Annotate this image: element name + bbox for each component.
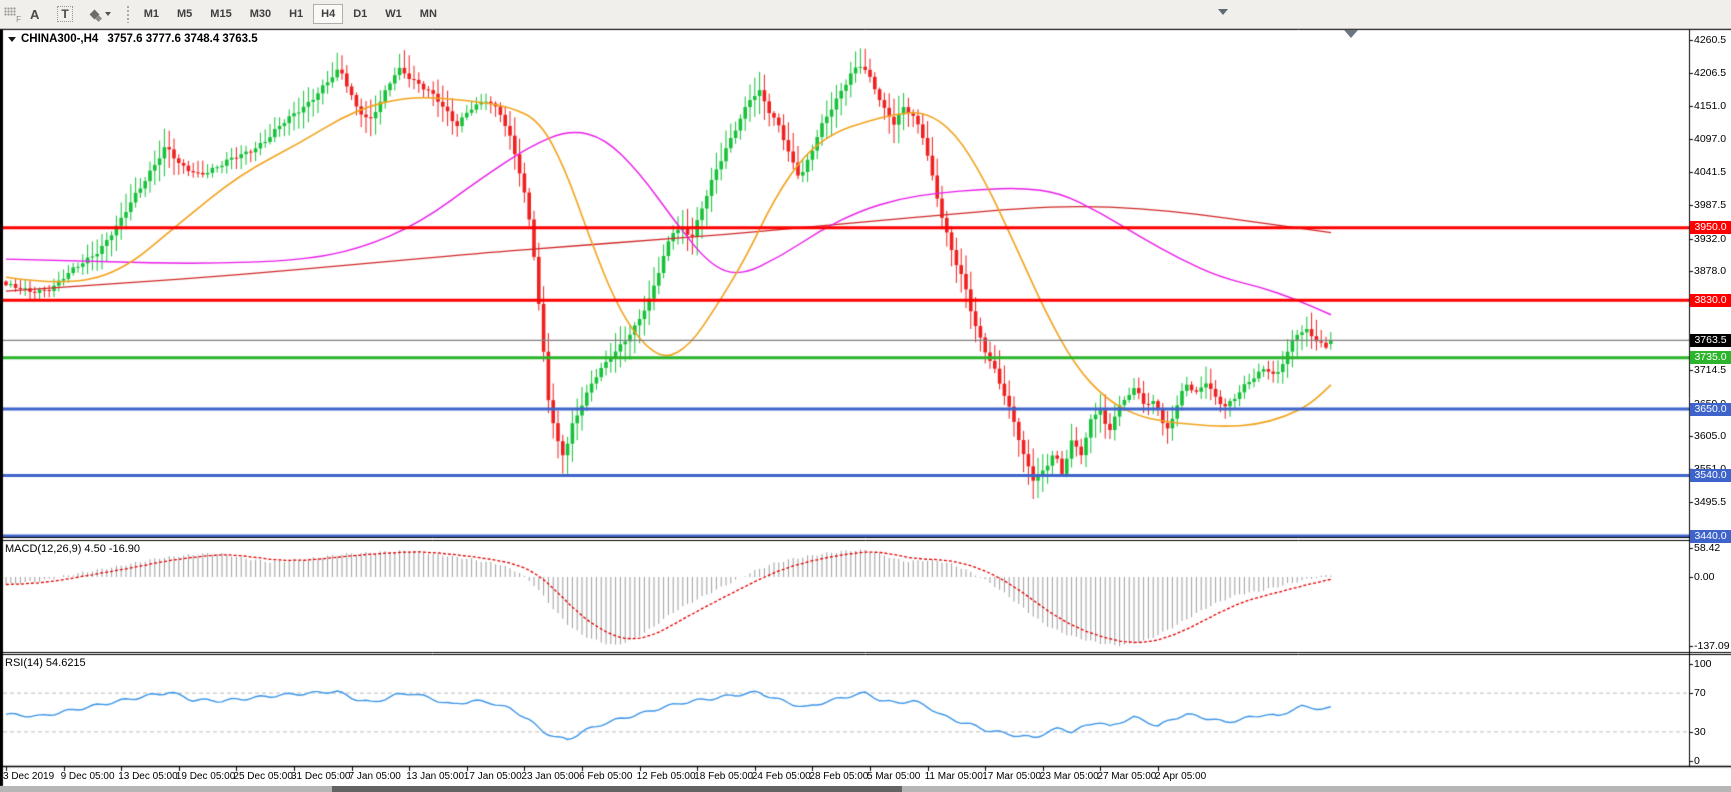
rsi-value: 54.6215 <box>45 657 86 669</box>
horizontal-scrollbar[interactable] <box>0 786 1731 792</box>
time-axis-label: 6 Feb 05:00 <box>579 771 633 782</box>
time-axis-label: 25 Dec 05:00 <box>233 771 293 782</box>
price-level-badge: 3830.0 <box>1690 293 1731 307</box>
timeframe-button-w1[interactable]: W1 <box>377 4 410 24</box>
price-level-badge: 3440.0 <box>1690 529 1731 543</box>
timeframe-button-m30[interactable]: M30 <box>242 4 279 24</box>
price-axis-tick-label: 4041.5 <box>1694 166 1727 179</box>
price-level-badge: 3540.0 <box>1690 469 1731 483</box>
time-axis-label: 24 Feb 05:00 <box>751 771 811 782</box>
macd-value: 4.50 <box>84 543 106 555</box>
price-axis-tick-label: 4151.0 <box>1694 100 1727 113</box>
price-axis-tick-label: 3932.0 <box>1694 232 1727 245</box>
grip-f-label: F <box>16 15 21 24</box>
time-axis-label: 13 Jan 05:00 <box>406 771 465 782</box>
time-axis-label: 31 Dec 05:00 <box>291 771 351 782</box>
time-axis-label: 17 Jan 05:00 <box>463 771 522 782</box>
chart-title: CHINA300-,H4 3757.6 3777.6 3748.4 3763.5 <box>8 33 258 45</box>
time-axis-label: 11 Mar 05:00 <box>924 771 983 782</box>
timeframe-button-d1[interactable]: D1 <box>345 4 375 24</box>
price-axis-tick-label: 3714.5 <box>1694 364 1727 377</box>
price-level-badge: 3650.0 <box>1690 402 1731 416</box>
macd-name: MACD(12,26,9) <box>5 543 82 555</box>
price-axis-tick-label: 3605.0 <box>1694 430 1727 443</box>
time-axis-label: 2 Apr 05:00 <box>1155 771 1207 782</box>
macd-signal-value: -16.90 <box>108 543 141 555</box>
price-axis-tick-label: 3987.5 <box>1694 199 1727 212</box>
toolbar-separator <box>125 5 131 23</box>
price-axis-tick-label: 4097.0 <box>1694 132 1727 145</box>
macd-indicator-label: MACD(12,26,9) 4.50 -16.90 <box>5 543 143 555</box>
price-axis-tick-label: 4206.5 <box>1694 66 1727 79</box>
price-axis-tick-label: 3495.5 <box>1694 496 1727 509</box>
cursor-tool-button[interactable] <box>84 3 118 25</box>
time-axis-label: 27 Mar 05:00 <box>1097 771 1157 782</box>
timeframe-group: M1 M5 M15 M30 H1 H4 D1 W1 MN <box>135 4 446 24</box>
symbol-period-label: CHINA300-,H4 <box>21 33 99 45</box>
grip-dots-icon <box>4 7 16 16</box>
timeframe-button-h1[interactable]: H1 <box>281 4 311 24</box>
time-axis-label: 7 Jan 05:00 <box>348 771 401 782</box>
timeframe-button-m5[interactable]: M5 <box>169 4 200 24</box>
time-axis-label: 13 Dec 05:00 <box>118 771 178 782</box>
timeframe-button-m1[interactable]: M1 <box>136 4 167 24</box>
toolbar: F A T M1 M5 M15 M30 H1 H4 D1 W1 MN <box>0 0 1731 29</box>
time-axis-label: 23 Mar 05:00 <box>1039 771 1099 782</box>
ohlc-quote-label: 3757.6 3777.6 3748.4 3763.5 <box>107 33 258 45</box>
time-axis-label: 5 Mar 05:00 <box>867 771 921 782</box>
macd-axis-tick-label: -137.09 <box>1694 639 1730 652</box>
time-axis-label: 28 Feb 05:00 <box>809 771 869 782</box>
rsi-indicator-label: RSI(14) 54.6215 <box>5 657 89 669</box>
text-tool-button[interactable]: T <box>50 3 79 25</box>
toolbar-overflow-icon[interactable] <box>1218 9 1228 15</box>
timeframe-button-m15[interactable]: M15 <box>202 4 239 24</box>
price-axis-tick-label: 3878.0 <box>1694 265 1727 278</box>
time-axis-label: 12 Feb 05:00 <box>636 771 696 782</box>
time-axis-label: 23 Jan 05:00 <box>521 771 580 782</box>
price-axis-tick-label: 4260.5 <box>1694 33 1727 46</box>
timeframe-button-h4[interactable]: H4 <box>313 4 344 24</box>
time-axis-label: 19 Dec 05:00 <box>175 771 236 782</box>
chart-shift-marker-icon[interactable] <box>1344 30 1358 38</box>
price-level-badge: 3735.0 <box>1690 351 1731 365</box>
rsi-axis-tick-label: 100 <box>1694 658 1712 671</box>
timeframe-button-mn[interactable]: MN <box>412 4 445 24</box>
time-axis-label: 18 Feb 05:00 <box>694 771 754 782</box>
rsi-axis-tick-label: 0 <box>1694 754 1700 767</box>
time-axis-label: 17 Mar 05:00 <box>982 771 1042 782</box>
time-axis-label: 3 Dec 2019 <box>3 771 55 782</box>
macd-axis-tick-label: 0.00 <box>1694 571 1715 583</box>
rsi-axis-tick-label: 70 <box>1694 687 1706 700</box>
text-tool-glyph: T <box>57 6 73 22</box>
price-level-badge: 3763.5 <box>1690 333 1731 347</box>
dropdown-caret-icon <box>104 12 111 16</box>
rsi-axis-tick-label: 30 <box>1694 725 1706 738</box>
toolbar-grip[interactable]: F <box>3 6 21 24</box>
scrollbar-handle[interactable] <box>332 786 902 792</box>
price-level-badge: 3950.0 <box>1690 221 1731 235</box>
rsi-name: RSI(14) <box>5 657 43 669</box>
time-axis-label: 9 Dec 05:00 <box>60 771 115 782</box>
macd-axis-tick-label: 58.42 <box>1694 541 1721 554</box>
collapse-triangle-icon[interactable] <box>8 36 16 42</box>
font-tool-button[interactable]: A <box>23 3 46 25</box>
